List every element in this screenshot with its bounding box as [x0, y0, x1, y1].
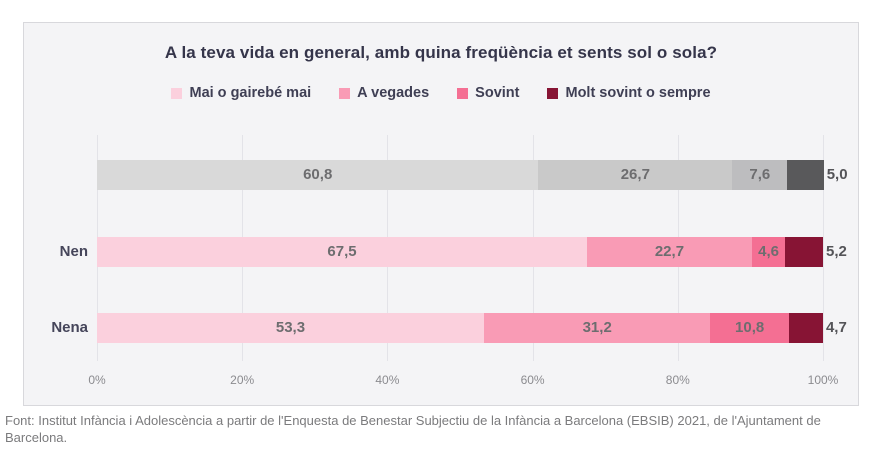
- legend-label: Mai o gairebé mai: [189, 85, 312, 101]
- bar-segment: [788, 313, 823, 343]
- bar-segment: 67,5: [97, 237, 588, 267]
- bar-segment: 60,8: [97, 160, 539, 190]
- x-tick-label: 40%: [375, 373, 400, 387]
- legend-label: Sovint: [475, 85, 520, 101]
- legend-swatch-icon: [457, 87, 469, 99]
- chart-panel: A la teva vida en general, amb quina fre…: [23, 22, 859, 406]
- gridline: [823, 135, 824, 361]
- x-tick-label: 0%: [88, 373, 106, 387]
- legend-item: Molt sovint o sempre: [547, 85, 711, 101]
- source-note: Font: Institut Infància i Adolescència a…: [5, 413, 821, 446]
- x-tick-label: 100%: [807, 373, 839, 387]
- bar-value-label: 5,2: [825, 243, 847, 260]
- legend-label: Molt sovint o sempre: [565, 85, 711, 101]
- bar-segment: 53,3: [97, 313, 484, 343]
- legend-swatch-icon: [171, 87, 183, 99]
- x-tick-label: 60%: [520, 373, 545, 387]
- legend-swatch-icon: [547, 87, 559, 99]
- legend: Mai o gairebé mai A vegades Sovint Molt sov…: [24, 85, 858, 101]
- category-label: Nena: [51, 319, 88, 336]
- x-tick-label: 80%: [665, 373, 690, 387]
- legend-item: Sovint: [457, 85, 519, 101]
- x-axis: 0% 20% 40% 60% 80% 100%: [88, 373, 838, 391]
- chart-title: A la teva vida en general, amb quina fre…: [164, 43, 718, 62]
- bar-value-label: 5,0: [826, 166, 848, 183]
- x-tick-label: 20%: [230, 373, 255, 387]
- bar-segment: 22,7: [587, 237, 752, 267]
- legend-item: Mai o gairebé mai: [171, 85, 311, 101]
- bar-value-label: 4,7: [825, 319, 847, 336]
- bar-segment: [785, 237, 823, 267]
- bar-row: 60,8 26,7 7,6 5,0: [97, 160, 848, 190]
- legend-item: A vegades: [339, 85, 429, 101]
- bar-segment: 4,6: [751, 237, 786, 267]
- bar-segment: [787, 160, 824, 190]
- bar-row: 67,5 22,7 4,6 5,2: [97, 237, 847, 267]
- bar-row: 53,3 31,2 10,8 4,7: [97, 313, 847, 343]
- legend-swatch-icon: [339, 87, 351, 99]
- bar-segment: 31,2: [483, 313, 711, 343]
- bar-segment: 10,8: [710, 313, 789, 343]
- category-label: Nen: [59, 243, 88, 260]
- legend-label: A vegades: [357, 85, 430, 101]
- bar-segment: 26,7: [538, 160, 733, 190]
- bar-segment: 7,6: [732, 160, 788, 190]
- plot-area: 60,8 26,7 7,6 5,0 67,5 22,7 4,6 5,2 53,3 31,2 10,8…: [97, 135, 848, 361]
